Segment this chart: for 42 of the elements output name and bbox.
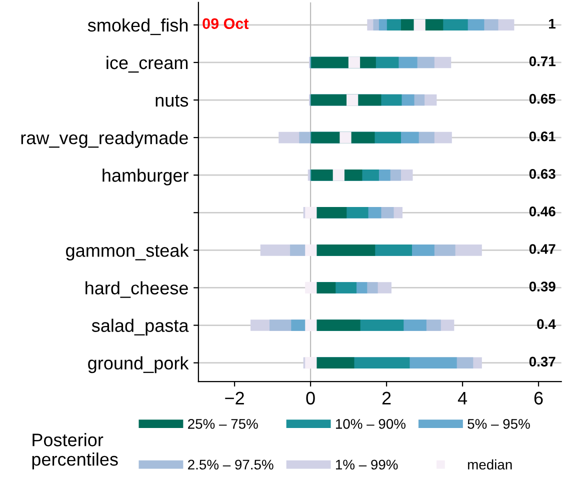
annotation: 0.39 [529,282,556,292]
point [340,132,352,144]
annotation: 0.61 [529,131,556,142]
annotation: 0.63 [529,169,556,179]
x-tick-label: 0 [306,392,315,405]
y-tick-label: ice_cream [106,56,188,73]
annotation: 0.4 [537,319,556,330]
y-tick-label: hard_cheese [86,281,188,298]
legend-label: 2.5% – 97.5% [188,460,274,470]
point [305,357,317,369]
y-tick-label: ground_pork [88,356,189,374]
legend-label: 25% – 75% [188,418,258,429]
y-tick-label: gammon_steak [66,244,189,260]
x-tick-label: 2 [382,392,391,404]
x-tick-label: −2 [225,392,244,404]
point [348,56,360,68]
y-tick-label: salad_pasta [92,318,189,336]
point [305,206,317,218]
y-tick-label: hamburger [102,168,188,186]
annotation: 0.37 [529,356,556,367]
annotation: 0.46 [529,206,556,216]
point [305,319,317,332]
point [414,19,426,31]
annotation: 0.65 [529,94,556,104]
point [346,94,358,106]
point [305,244,317,256]
y-tick-label: nuts [156,94,188,107]
legend-label: median [468,459,512,470]
y-tick-label: raw_veg_readymade [21,131,188,148]
point [305,282,317,294]
x-tick-label: 6 [534,392,543,405]
annotation: 0.47 [529,244,556,254]
annotation: 1 [549,18,556,29]
legend-title: Posterior percentiles [32,433,118,470]
annotation: 09 Oct [202,18,249,30]
point [332,169,344,181]
x-tick-label: 4 [458,392,468,404]
y-tick-label: smoked_fish [88,18,188,36]
legend-label: 10% – 90% [336,418,406,429]
annotation: 0.71 [529,56,556,66]
legend-label: 5% – 95% [468,418,530,429]
legend-label: 1% – 99% [336,460,398,470]
